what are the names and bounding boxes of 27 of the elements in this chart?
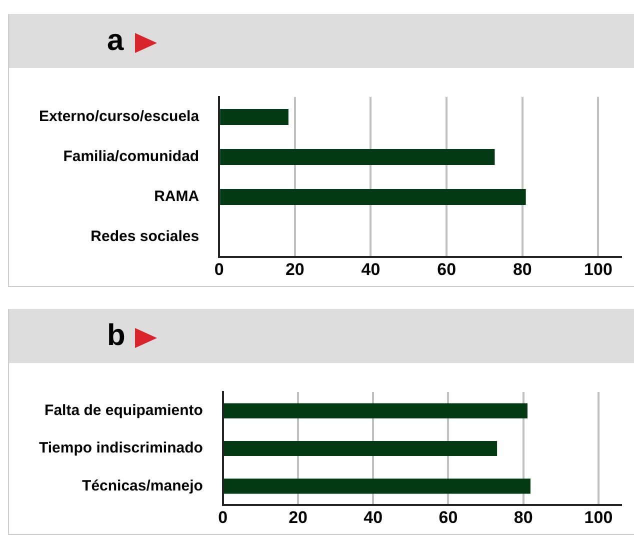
y-tick-label: Técnicas/manejo xyxy=(82,477,203,494)
x-tick-label: 100 xyxy=(584,260,612,279)
y-tick-label: Falta de equipamiento xyxy=(44,402,203,419)
bar xyxy=(220,189,526,205)
x-tick-label: 20 xyxy=(285,260,304,279)
bar xyxy=(220,149,495,165)
x-tick-label: 100 xyxy=(584,508,613,527)
bar xyxy=(220,109,288,125)
x-tick-label: 80 xyxy=(512,260,532,279)
x-tick-label: 20 xyxy=(288,508,308,527)
bar xyxy=(224,478,530,494)
bar xyxy=(224,440,498,456)
x-tick-label: 60 xyxy=(438,508,458,527)
y-tick-label: Externo/curso/escuela xyxy=(38,108,200,126)
y-tick-label: RAMA xyxy=(154,188,200,206)
x-tick-label: 40 xyxy=(364,508,383,527)
chart-title: a xyxy=(107,24,124,58)
x-tick-label: 80 xyxy=(514,508,533,527)
bar xyxy=(224,403,528,418)
x-tick-label: 60 xyxy=(437,260,456,279)
x-tick-label: 0 xyxy=(214,260,224,279)
chart-title: b xyxy=(107,319,126,353)
y-tick-label: Familia/comunidad xyxy=(63,148,200,166)
x-tick-label: 0 xyxy=(218,508,228,527)
y-tick-label: Tiempo indiscriminado xyxy=(38,440,203,457)
x-tick-label: 40 xyxy=(361,260,380,279)
y-tick-label: Redes sociales xyxy=(90,228,200,246)
